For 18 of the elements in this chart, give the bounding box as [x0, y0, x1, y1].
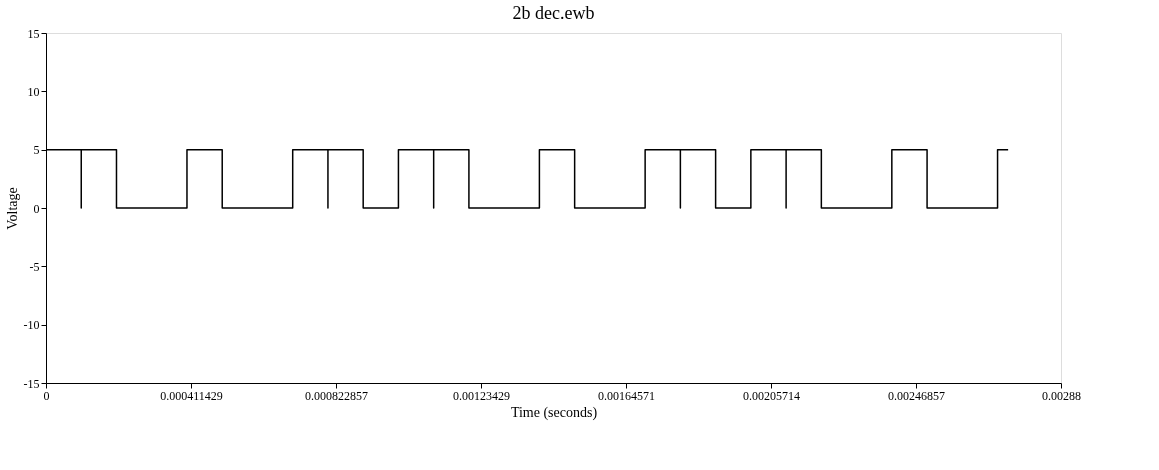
x-axis-title: Time (seconds) [510, 404, 598, 421]
y-tick-label: 0 [33, 201, 40, 216]
y-tick-label: -15 [23, 376, 40, 391]
y-axis-title: Voltage [4, 187, 20, 230]
y-tick-label: 15 [27, 26, 40, 41]
x-tick-label: 0.000822857 [305, 388, 368, 403]
x-tick-label: 0.000411429 [160, 388, 223, 403]
x-tick-label: 0.00123429 [453, 388, 510, 403]
y-tick-label: -10 [23, 318, 40, 333]
x-tick-label: 0 [43, 388, 50, 403]
x-tick-label: 0.00246857 [888, 388, 945, 403]
x-tick-label: 0.00205714 [743, 388, 800, 403]
chart-title: 2b dec.ewb [512, 3, 595, 23]
y-tick-label: -5 [29, 259, 40, 274]
y-tick-label: 5 [33, 143, 40, 158]
x-tick-label: 0.00288 [1042, 388, 1081, 403]
x-tick-label: 0.00164571 [598, 388, 655, 403]
y-tick-label: 10 [27, 84, 40, 99]
